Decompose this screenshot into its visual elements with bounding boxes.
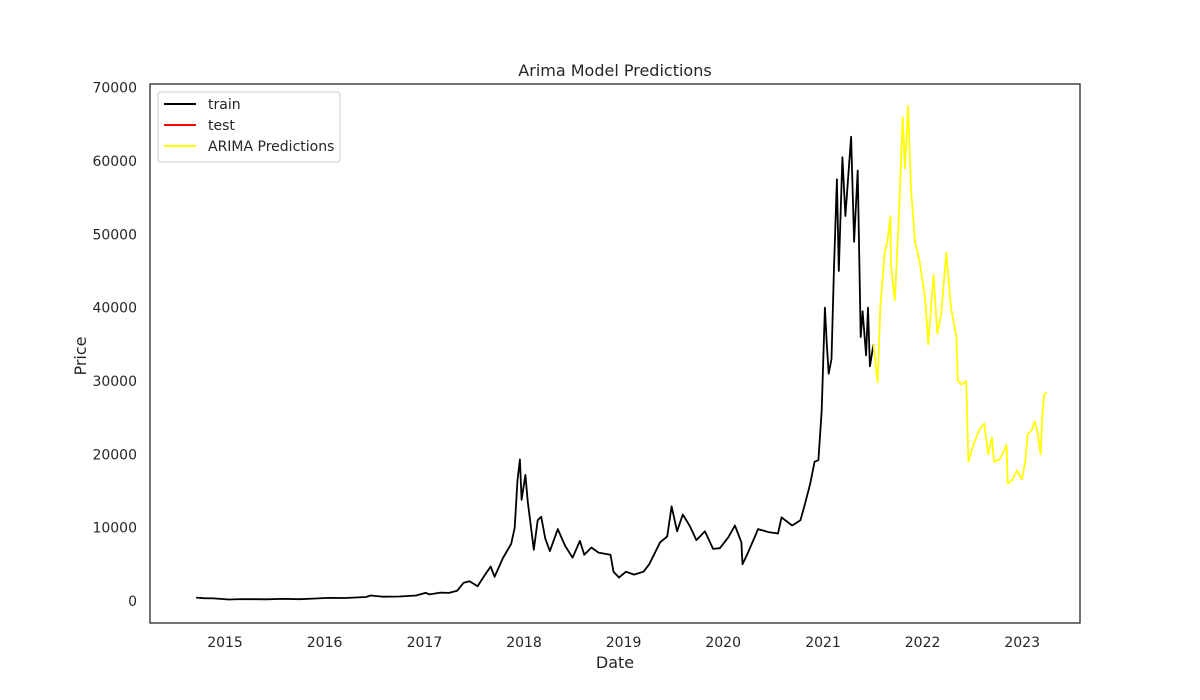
- y-tick-label: 40000: [92, 301, 137, 317]
- y-tick-label: 10000: [92, 521, 137, 537]
- series-line-2: [872, 105, 1048, 485]
- plot-frame: [149, 83, 1081, 624]
- y-tick-labels: 0 10000 20000 30000 40000 50000 60000 70000: [92, 81, 137, 610]
- x-tick-label: 2016: [307, 635, 343, 651]
- y-axis-title: Price: [71, 336, 90, 375]
- legend-label-1: test: [208, 118, 235, 134]
- y-tick-label: 60000: [92, 154, 137, 170]
- y-tick-label: 30000: [92, 374, 137, 390]
- x-tick-label: 2022: [905, 635, 941, 651]
- legend-label-0: train: [208, 97, 241, 113]
- x-tick-label: 2019: [606, 635, 642, 651]
- x-tick-labels: 2015 2016 2017 2018 2019 2020 2021 2022 2023: [207, 635, 1040, 651]
- y-tick-label: 70000: [92, 81, 137, 97]
- x-axis-title: Date: [596, 653, 634, 672]
- y-tick-label: 20000: [92, 447, 137, 463]
- x-tick-label: 2021: [805, 635, 841, 651]
- series-line-0: [196, 135, 875, 601]
- legend-label-2: ARIMA Predictions: [208, 139, 334, 155]
- series-layer: [196, 105, 1048, 601]
- x-tick-label: 2015: [207, 635, 243, 651]
- chart-title: Arima Model Predictions: [518, 61, 711, 80]
- y-tick-label: 0: [128, 594, 137, 610]
- x-tick-label: 2017: [407, 635, 443, 651]
- y-tick-label: 50000: [92, 227, 137, 243]
- legend-box: [157, 91, 341, 163]
- legend: train test ARIMA Predictions: [157, 91, 341, 163]
- x-tick-label: 2023: [1004, 635, 1040, 651]
- x-tick-label: 2020: [705, 635, 741, 651]
- x-tick-label: 2018: [506, 635, 542, 651]
